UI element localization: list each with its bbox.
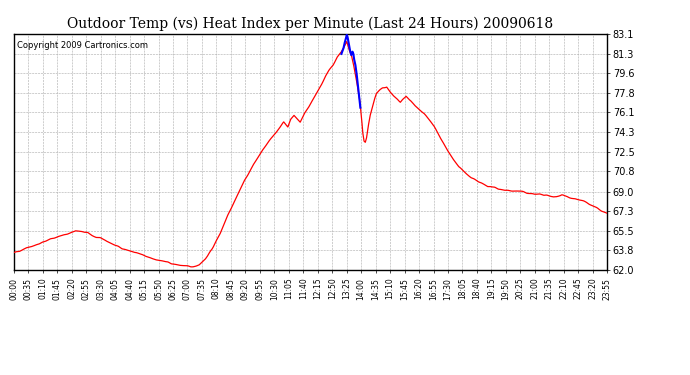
Text: Copyright 2009 Cartronics.com: Copyright 2009 Cartronics.com — [17, 41, 148, 50]
Title: Outdoor Temp (vs) Heat Index per Minute (Last 24 Hours) 20090618: Outdoor Temp (vs) Heat Index per Minute … — [68, 17, 553, 31]
